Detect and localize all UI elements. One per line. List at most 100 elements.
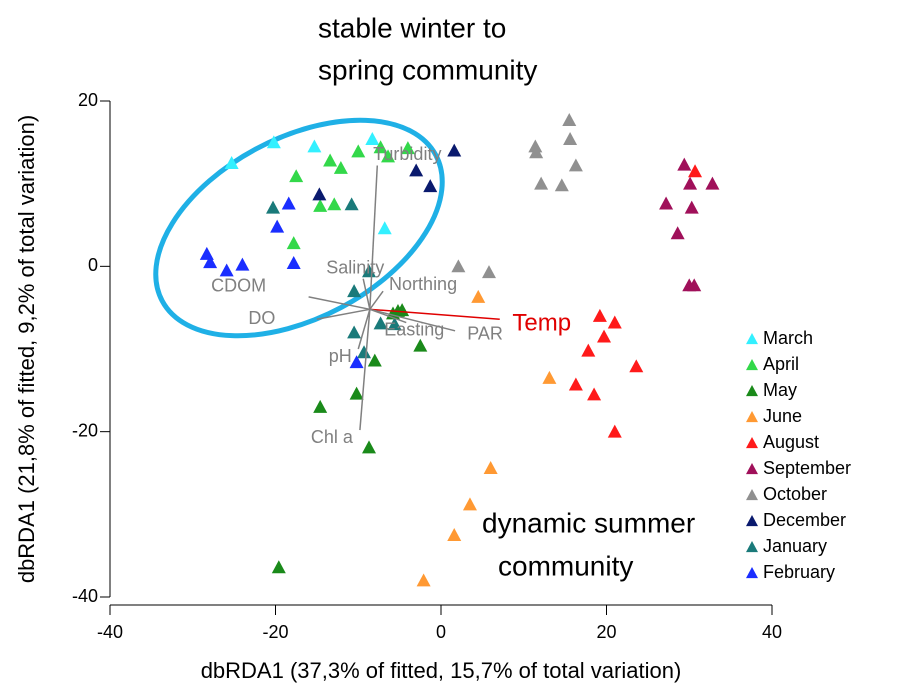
x-tick-label: -20 xyxy=(262,622,288,642)
vector xyxy=(369,290,384,310)
legend-marker xyxy=(746,333,758,345)
vector-label: Salinity xyxy=(326,257,384,277)
point xyxy=(447,528,462,541)
annotation: community xyxy=(498,550,633,581)
point xyxy=(562,113,577,126)
legend-marker xyxy=(746,359,758,371)
point xyxy=(554,178,569,192)
vector xyxy=(359,309,371,431)
legend-label: December xyxy=(763,510,846,530)
vector xyxy=(316,308,370,320)
point xyxy=(199,246,214,260)
vector-label: Turbidity xyxy=(373,144,441,164)
point xyxy=(447,143,462,157)
y-tick-label: -40 xyxy=(72,586,98,606)
legend-marker xyxy=(746,463,758,475)
point xyxy=(528,139,543,153)
legend-label: August xyxy=(763,432,819,452)
point xyxy=(542,370,557,384)
legend-marker xyxy=(746,541,758,553)
legend-label: February xyxy=(763,562,835,582)
point xyxy=(313,198,328,212)
point xyxy=(705,176,720,190)
point xyxy=(313,399,328,413)
point xyxy=(351,144,366,158)
point xyxy=(684,200,699,214)
x-axis-label: dbRDA1 (37,3% of fitted, 15,7% of total … xyxy=(201,658,682,683)
point xyxy=(387,317,402,331)
legend-label: January xyxy=(763,536,827,556)
vector-label: Temp xyxy=(512,310,571,337)
point xyxy=(219,263,234,277)
point xyxy=(409,163,424,177)
point xyxy=(266,200,281,214)
point xyxy=(563,132,578,145)
point xyxy=(587,387,602,401)
vector xyxy=(357,309,371,350)
point xyxy=(568,158,583,172)
point xyxy=(271,560,286,574)
vector-label: Easting xyxy=(384,319,444,339)
point xyxy=(529,145,544,159)
point xyxy=(607,315,622,329)
x-tick-label: -40 xyxy=(97,622,123,642)
legend-label: March xyxy=(763,328,813,348)
point xyxy=(347,284,362,298)
point xyxy=(400,141,415,155)
y-tick-label: -20 xyxy=(72,420,98,440)
point xyxy=(312,187,327,201)
point xyxy=(659,196,674,210)
point xyxy=(357,345,372,359)
point xyxy=(224,156,239,169)
legend-marker xyxy=(746,385,758,397)
legend-label: September xyxy=(763,458,851,478)
vector-label: Chl a xyxy=(311,427,354,447)
legend-marker xyxy=(746,437,758,449)
point xyxy=(413,338,428,352)
point xyxy=(592,308,607,322)
legend-label: October xyxy=(763,484,827,504)
legend-marker xyxy=(746,411,758,423)
vector-label: DO xyxy=(248,308,275,328)
vector xyxy=(369,308,456,332)
vector xyxy=(369,308,407,324)
point xyxy=(362,264,377,278)
point xyxy=(270,219,285,233)
annotation: stable winter to xyxy=(318,12,506,43)
x-tick-label: 20 xyxy=(596,622,616,642)
vector-label: pH xyxy=(329,346,352,366)
point xyxy=(670,226,685,240)
point xyxy=(416,573,431,587)
y-axis-label: dbRDA1 (21,8% of fitted, 9,2% of total v… xyxy=(14,115,39,583)
legend-label: April xyxy=(763,354,799,374)
point xyxy=(333,160,348,174)
point xyxy=(362,440,377,454)
legend-label: May xyxy=(763,380,797,400)
point xyxy=(568,377,583,391)
group-ellipse xyxy=(153,117,445,339)
vector-label: Northing xyxy=(389,274,457,294)
point xyxy=(373,316,388,330)
point xyxy=(286,236,301,250)
point xyxy=(307,139,322,153)
point xyxy=(281,196,296,210)
point xyxy=(347,325,362,339)
point xyxy=(581,343,596,357)
vector-label: CDOM xyxy=(211,276,266,296)
point xyxy=(395,303,410,317)
point xyxy=(687,278,702,292)
point xyxy=(349,355,364,369)
legend-marker xyxy=(746,515,758,527)
point xyxy=(367,353,382,367)
y-tick-label: 0 xyxy=(88,255,98,275)
point xyxy=(451,259,466,273)
point xyxy=(266,135,281,149)
point xyxy=(677,157,692,171)
legend-label: June xyxy=(763,406,802,426)
point xyxy=(286,256,301,269)
point xyxy=(481,265,496,279)
vector xyxy=(362,278,371,310)
point xyxy=(629,359,644,373)
legend-marker xyxy=(746,489,758,501)
